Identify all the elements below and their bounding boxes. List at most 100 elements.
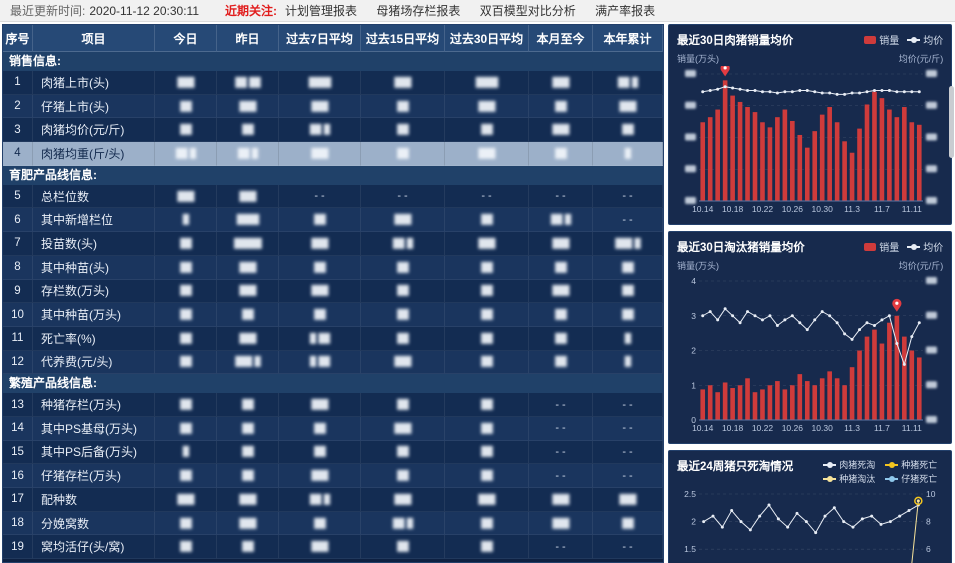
row-item-label: 仔猪上市(头) (33, 94, 155, 119)
table-row[interactable]: 18 分娩窝数 ██ ███ ██ ██ █ ██ ███ ██ (3, 511, 663, 536)
cell-value: ████ (217, 350, 279, 375)
legend-item-种猪淘汰[interactable]: 种猪淘汰 (823, 472, 881, 485)
line-swatch-icon (823, 461, 837, 468)
cell-value: ███ (445, 232, 529, 256)
masked-value: ███ (619, 493, 636, 504)
cell-value: ██ (155, 279, 217, 304)
table-row[interactable]: 10 其中种苗(万头) ██ ██ ██ ██ ██ ██ ██ (3, 303, 663, 327)
masked-value: ███ (311, 285, 328, 296)
link-plan-management-report[interactable]: 计划管理报表 (285, 4, 358, 18)
masked-value: ██ (180, 356, 192, 367)
table-row[interactable]: 3 肉猪均价(元/斤) ██ ██ ██ █ ██ ██ ███ ██ (3, 118, 663, 143)
legend-item-仔猪死亡[interactable]: 仔猪死亡 (885, 472, 943, 485)
table-row[interactable]: 16 仔猪存栏(万头) ██ ██ ███ ██ ██ - - - - (3, 464, 663, 488)
table-row[interactable]: 4 肉猪均重(斤/头) ██ █ ██ █ ███ ██ ███ ██ █ (3, 142, 663, 166)
cell-value: ███ (529, 488, 593, 512)
table-row[interactable]: 11 死亡率(%) ██ ███ █ ██ ██ ██ ██ █ (3, 326, 663, 351)
table-row[interactable]: 13 种猪存栏(万头) ██ ██ ███ ██ ██ - - - - (3, 393, 663, 417)
dash-value: - (622, 469, 626, 482)
masked-value: ███ (239, 517, 256, 528)
cell-value: ██ (155, 511, 217, 536)
report-table-body: 销售信息: 1 肉猪上市(头) ███ ██ ██ ████ ███ ████ ███ ██ █ 2 仔猪… (3, 52, 663, 560)
link-sow-farm-inventory-report[interactable]: 母猪场存栏报表 (376, 4, 461, 18)
legend-item-销量[interactable]: 销量 (864, 32, 899, 47)
cell-value: ███ (217, 326, 279, 351)
svg-text:6: 6 (926, 544, 931, 554)
cell-value: ██ (155, 416, 217, 441)
col-header-year-to-date: 本年累计 (593, 25, 663, 52)
masked-value: ██ (237, 147, 250, 158)
masked-value: ██ (622, 285, 634, 296)
table-row[interactable]: 9 存栏数(万头) ██ ███ ███ ██ ██ ███ ██ (3, 279, 663, 304)
masked-value: ███ (394, 76, 411, 87)
topbar: 最近更新时间: 2020-11-12 20:30:11 近期关注: 计划管理报表… (0, 0, 955, 22)
table-row[interactable]: 17 配种数 ███ ███ ██ █ ███ ███ ███ ███ (3, 488, 663, 512)
masked-value: ██ (481, 470, 493, 481)
cell-value: ███ (529, 279, 593, 304)
masked-value: ███ (552, 237, 569, 248)
table-row[interactable]: 12 代养费(元/头) ██ ███ █ █ ██ ███ ██ ██ █ (3, 350, 663, 375)
chart-legend: 销量 均价 (856, 239, 943, 254)
masked-value: ██ (555, 100, 567, 111)
col-header-today: 今日 (155, 25, 217, 52)
row-item-label: 仔猪存栏(万头) (33, 464, 155, 488)
legend-item-均价[interactable]: 均价 (907, 239, 943, 254)
cell-value: ██ (279, 255, 361, 280)
legend-item-销量[interactable]: 销量 (864, 239, 899, 254)
masked-value: ██ (397, 261, 409, 272)
cell-value: ███ (217, 184, 279, 209)
masked-value: ██ (314, 446, 326, 457)
cell-value: -- (593, 184, 663, 209)
masked-value: ██ (481, 332, 493, 343)
legend-item-均价[interactable]: 均价 (907, 32, 943, 47)
row-item-label: 窝均活仔(头/窝) (33, 535, 155, 560)
masked-value: ███ (239, 190, 256, 201)
table-row[interactable]: 7 投苗数(头) ██ █████ ███ ██ █ ███ ███ ███ █ (3, 232, 663, 256)
masked-value: ██ (392, 517, 405, 528)
legend-item-肉猪死淘[interactable]: 肉猪死淘 (823, 458, 881, 471)
link-full-production-rate-report[interactable]: 满产率报表 (595, 4, 656, 18)
table-row[interactable]: 2 仔猪上市(头) ██ ███ ███ ██ ███ ██ ███ (3, 94, 663, 119)
dash-value: - (555, 398, 559, 411)
table-row[interactable]: 19 窝均活仔(头/窝) ██ ██ ███ ██ ██ - - - - (3, 535, 663, 560)
table-row[interactable]: 1 肉猪上市(头) ███ ██ ██ ████ ███ ████ ███ ██ █ (3, 71, 663, 95)
cell-value: ███ (217, 255, 279, 280)
cell-value: -- (529, 184, 593, 209)
cell-value: ███ (279, 393, 361, 417)
cell-value: ██ (217, 416, 279, 441)
row-index: 5 (3, 184, 33, 209)
cell-value: ██ (445, 440, 529, 465)
table-row[interactable]: 8 其中种苗(头) ██ ███ ██ ██ ██ ██ ██ (3, 255, 663, 280)
cell-value: ███ (279, 488, 361, 512)
masked-value: ██ (481, 517, 493, 528)
masked-value: ██ (235, 76, 247, 87)
legend-item-种猪死亡[interactable]: 种猪死亡 (885, 458, 943, 471)
cell-value: -- (529, 440, 593, 465)
row-item-label: 投苗数(头) (33, 232, 155, 256)
table-row[interactable]: 6 其中新增栏位 █ ████ ██ ███ ██ ██ █ - - (3, 208, 663, 233)
svg-text:10.30: 10.30 (812, 204, 834, 214)
cell-value: ██ (361, 142, 445, 166)
table-row[interactable]: 5 总栏位数 ███ ███ - - - - - - - - - - (3, 184, 663, 209)
dash-value: - (622, 190, 626, 203)
dash-value: - (622, 422, 626, 435)
table-row[interactable]: 14 其中PS基母(万头) ██ ██ ██ ███ ██ - - - - (3, 416, 663, 441)
svg-text:10.26: 10.26 (782, 423, 804, 433)
scrollbar-thumb[interactable] (949, 86, 954, 158)
masked-value: ███ (394, 356, 411, 367)
masked-value: ██ (180, 332, 192, 343)
masked-value: ██ (242, 541, 254, 552)
cell-value: -- (529, 464, 593, 488)
svg-text:10: 10 (926, 489, 936, 499)
dash-value: - (629, 540, 633, 553)
legend-label: 销量 (879, 243, 900, 254)
masked-value: ██ (622, 309, 634, 320)
row-index: 14 (3, 416, 33, 441)
chart-panel-cull-pig-sales-price: 最近30日淘汰猪销量均价 销量 均价 销量(万头) 均价(元/斤) 4 3 2 1 0 10… (668, 231, 953, 444)
masked-value: █ (406, 237, 413, 248)
link-double-hundred-model-compare[interactable]: 双百模型对比分析 (479, 4, 576, 18)
row-item-label: 肉猪上市(头) (33, 71, 155, 95)
row-index: 6 (3, 208, 33, 233)
masked-value: ███ (478, 100, 495, 111)
table-row[interactable]: 15 其中PS后备(万头) █ ██ ██ ██ ██ - - - - (3, 440, 663, 465)
